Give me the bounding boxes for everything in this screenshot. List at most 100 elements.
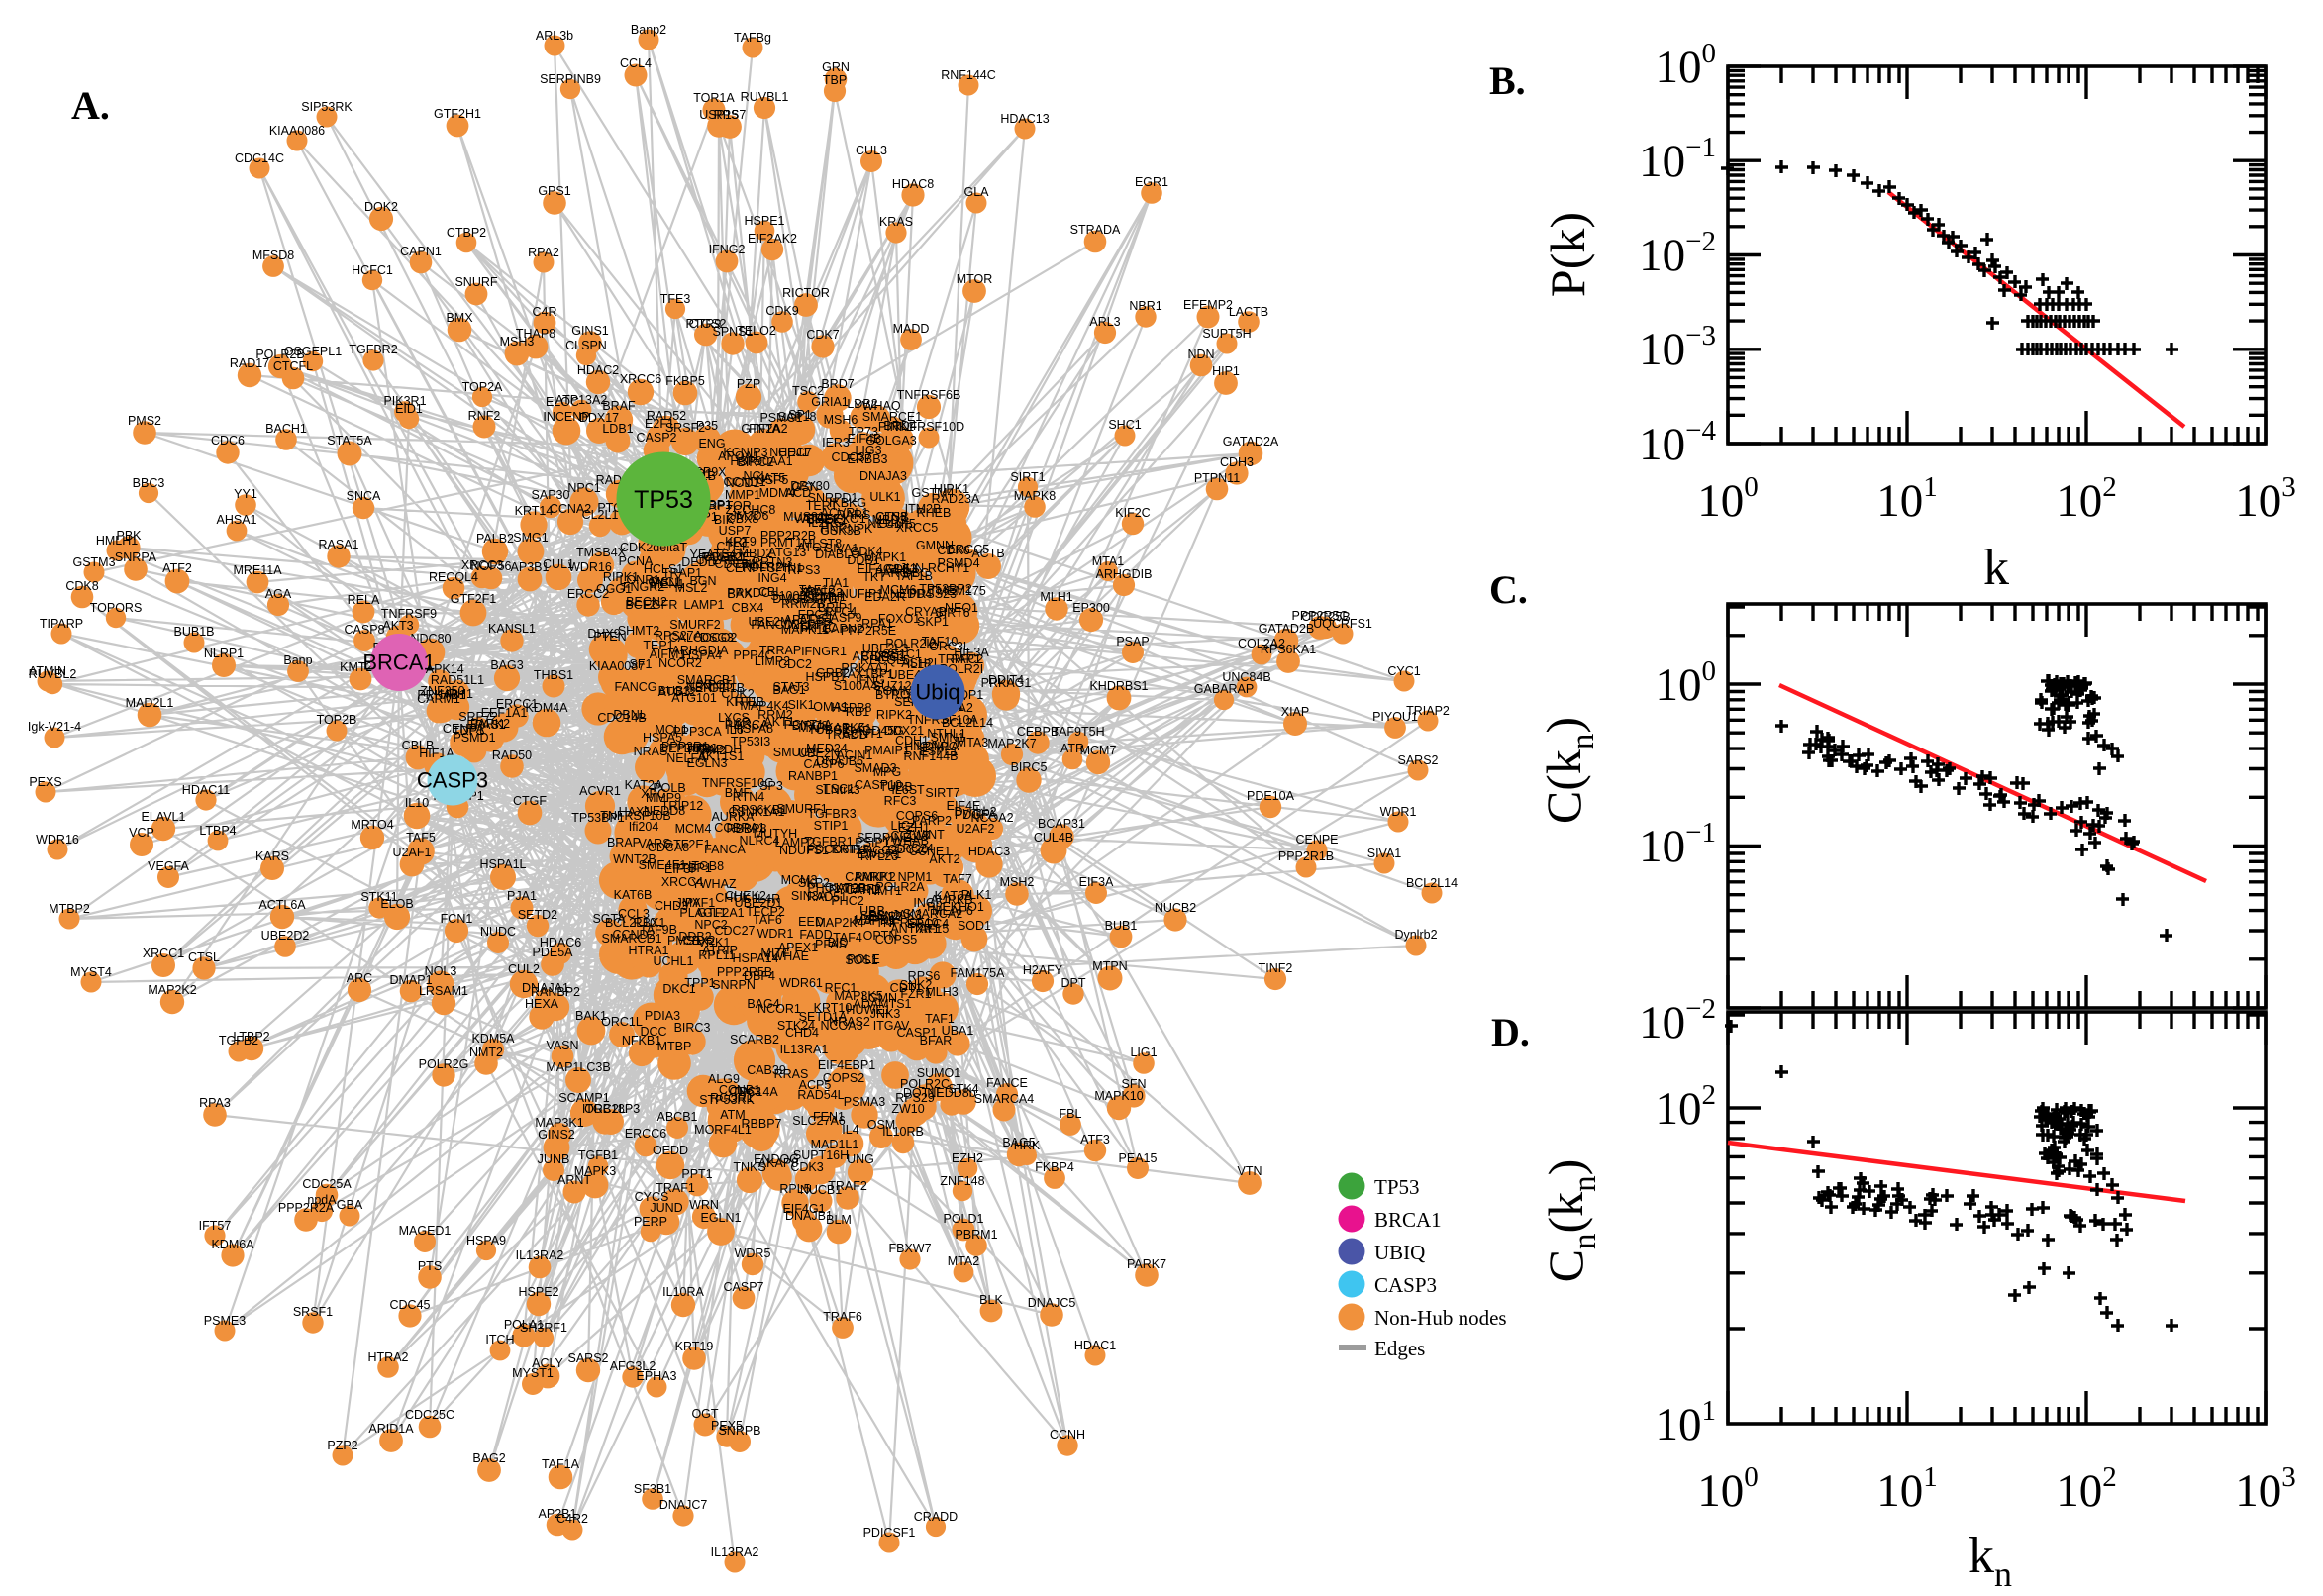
- svg-text:ULK1: ULK1: [869, 490, 900, 504]
- svg-text:ACD: ACD: [785, 486, 811, 500]
- svg-text:VCP: VCP: [129, 826, 154, 840]
- svg-text:NRAS2: NRAS2: [829, 1015, 870, 1029]
- svg-text:TGFBR2: TGFBR2: [349, 343, 397, 356]
- svg-text:PLK1: PLK1: [961, 888, 992, 902]
- svg-text:KIF2C: KIF2C: [1115, 506, 1150, 520]
- svg-text:TOP2A: TOP2A: [462, 380, 503, 394]
- svg-text:GATAD2B: GATAD2B: [1259, 622, 1315, 636]
- svg-text:COPS2: COPS2: [823, 1071, 864, 1085]
- svg-text:CDK2: CDK2: [721, 687, 754, 701]
- svg-text:Banp: Banp: [283, 653, 312, 667]
- svg-text:NDUFS1: NDUFS1: [779, 844, 829, 857]
- svg-text:TFE3: TFE3: [660, 292, 691, 306]
- svg-text:STAT3: STAT3: [772, 680, 809, 694]
- svg-text:PARP2: PARP2: [912, 814, 952, 828]
- svg-text:MTA2: MTA2: [948, 1254, 979, 1268]
- svg-text:XRCC4: XRCC4: [661, 875, 703, 889]
- svg-text:RRM2B: RRM2B: [781, 597, 825, 611]
- svg-text:KDM5A: KDM5A: [471, 1032, 515, 1046]
- svg-text:SETD2: SETD2: [518, 908, 557, 922]
- svg-text:PJA1: PJA1: [507, 889, 537, 903]
- svg-text:HSPE2: HSPE2: [519, 1285, 559, 1299]
- svg-text:RRAS: RRAS: [774, 1067, 809, 1081]
- svg-text:TAF4: TAF4: [833, 931, 862, 945]
- svg-text:FNTA: FNTA: [749, 422, 780, 436]
- svg-text:SAP30: SAP30: [532, 488, 570, 502]
- svg-text:NCOA3: NCOA3: [820, 1019, 862, 1033]
- svg-text:C4R2: C4R2: [556, 1512, 588, 1526]
- svg-text:BIK: BIK: [714, 513, 735, 527]
- svg-text:CASP7: CASP7: [724, 1280, 764, 1294]
- svg-text:YY1: YY1: [234, 487, 257, 501]
- svg-text:PPT1: PPT1: [681, 1167, 712, 1181]
- svg-text:HSPA9: HSPA9: [466, 1234, 506, 1247]
- svg-text:EZH1: EZH1: [898, 821, 930, 835]
- svg-text:PSMC1: PSMC1: [759, 411, 802, 425]
- svg-text:SE1C1: SE1C1: [882, 648, 922, 661]
- svg-text:U2AF1: U2AF1: [393, 846, 432, 859]
- svg-text:JUNB: JUNB: [538, 1152, 570, 1166]
- svg-text:NDN: NDN: [1187, 348, 1214, 361]
- svg-text:B.: B.: [1489, 58, 1526, 103]
- svg-text:MDM4: MDM4: [759, 486, 796, 500]
- svg-text:XRCC2: XRCC2: [856, 844, 897, 857]
- svg-text:BACH1: BACH1: [265, 422, 307, 436]
- svg-text:AURKA: AURKA: [711, 810, 755, 824]
- svg-text:SMARCD1: SMARCD1: [601, 932, 661, 946]
- svg-text:HSPA4: HSPA4: [682, 648, 722, 662]
- svg-text:EID1: EID1: [395, 402, 423, 416]
- svg-text:SOD1: SOD1: [958, 919, 991, 933]
- svg-text:EP300: EP300: [1072, 601, 1110, 615]
- svg-text:SIN3A: SIN3A: [791, 889, 828, 903]
- svg-text:MRTO4: MRTO4: [351, 818, 393, 832]
- svg-text:KARS: KARS: [255, 849, 289, 863]
- svg-text:POLR2A: POLR2A: [875, 880, 925, 894]
- svg-text:S100B: S100B: [770, 589, 808, 603]
- svg-text:AKT2: AKT2: [929, 852, 960, 866]
- svg-text:SLC27A6: SLC27A6: [792, 1114, 846, 1128]
- svg-text:MTBP: MTBP: [657, 1040, 692, 1053]
- svg-text:GSN: GSN: [791, 480, 818, 494]
- svg-text:MAP2K2: MAP2K2: [148, 983, 196, 997]
- svg-text:VARS: VARS: [638, 837, 670, 850]
- svg-text:CAPN1: CAPN1: [400, 245, 442, 258]
- svg-text:FKBP5: FKBP5: [665, 374, 705, 388]
- svg-text:KANSL1: KANSL1: [488, 622, 536, 636]
- svg-text:KRT14: KRT14: [515, 504, 554, 518]
- svg-text:TGFB1: TGFB1: [578, 1148, 618, 1162]
- svg-text:PRKAA1: PRKAA1: [841, 661, 889, 675]
- svg-text:IL10: IL10: [405, 796, 429, 810]
- svg-text:CCNE1: CCNE1: [909, 845, 951, 858]
- svg-text:KAT6A: KAT6A: [935, 889, 973, 903]
- svg-text:NCOR2: NCOR2: [658, 656, 702, 670]
- svg-text:RPS6KA1: RPS6KA1: [1261, 643, 1316, 656]
- svg-text:DMAP1: DMAP1: [389, 973, 432, 987]
- svg-text:ATF2: ATF2: [162, 561, 192, 575]
- svg-text:CDH3: CDH3: [1220, 455, 1254, 469]
- svg-text:SNURF: SNURF: [454, 275, 497, 289]
- svg-text:MAPK9: MAPK9: [854, 914, 895, 928]
- svg-text:RBBP8: RBBP8: [727, 822, 767, 836]
- svg-text:POLB: POLB: [653, 781, 685, 795]
- svg-text:ERCC5: ERCC5: [948, 543, 989, 556]
- svg-text:SNRPA: SNRPA: [115, 550, 157, 564]
- svg-text:ITGAV: ITGAV: [873, 1019, 910, 1033]
- svg-text:BIRC3: BIRC3: [674, 1021, 711, 1035]
- svg-text:CCNA2: CCNA2: [550, 502, 591, 516]
- svg-text:CRYAB: CRYAB: [905, 605, 947, 619]
- svg-text:PMS1: PMS1: [667, 934, 701, 948]
- svg-text:WDR5: WDR5: [735, 1247, 771, 1260]
- svg-text:KRT9: KRT9: [725, 535, 757, 549]
- svg-text:BAG1: BAG1: [772, 683, 805, 697]
- svg-text:ANTXR1: ANTXR1: [890, 922, 939, 936]
- svg-text:MLH3: MLH3: [925, 985, 958, 999]
- svg-text:KDM6A: KDM6A: [211, 1238, 254, 1251]
- svg-text:BFAR: BFAR: [920, 1034, 953, 1047]
- svg-text:MAPKAPK5: MAPKAPK5: [798, 721, 864, 735]
- svg-text:LACTB: LACTB: [1229, 305, 1268, 319]
- svg-text:BLK: BLK: [979, 1293, 1003, 1307]
- svg-text:ZNF148: ZNF148: [940, 1174, 984, 1188]
- svg-text:PERP: PERP: [634, 1215, 667, 1229]
- svg-text:JNK3: JNK3: [870, 1007, 901, 1021]
- svg-text:TAF9T5H: TAF9T5H: [1052, 725, 1104, 739]
